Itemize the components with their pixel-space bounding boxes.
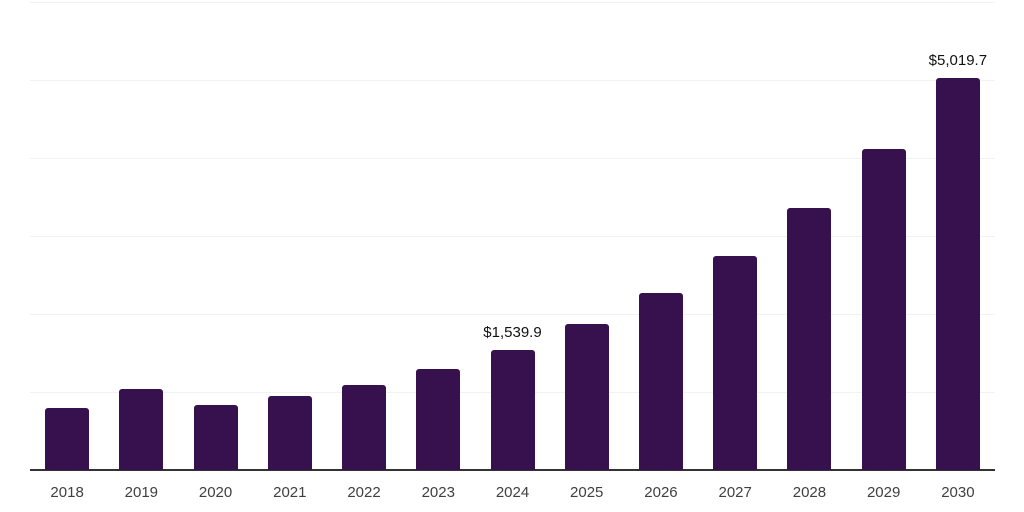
x-tick-2021: 2021	[273, 484, 307, 501]
data-label-2030: $5,019.7	[928, 52, 988, 70]
bar-2029	[861, 148, 906, 470]
data-label-2024: $1,539.9	[483, 323, 542, 341]
bar-2019	[119, 388, 164, 470]
gridline-5000	[30, 80, 995, 81]
x-axis-line	[30, 469, 995, 471]
bar-2018	[45, 408, 90, 470]
x-tick-2027: 2027	[718, 484, 752, 501]
bar-2021	[267, 396, 312, 470]
x-tick-2030: 2030	[941, 484, 975, 501]
x-tick-2028: 2028	[792, 484, 827, 501]
x-tick-2023: 2023	[421, 484, 455, 501]
bar-2025	[564, 323, 609, 470]
x-tick-2018: 2018	[50, 484, 84, 501]
bar-2020	[193, 405, 238, 470]
x-tick-2026: 2026	[644, 484, 678, 501]
gridline-2000	[30, 314, 995, 315]
x-tick-2024: 2024	[495, 484, 530, 501]
x-tick-2019: 2019	[124, 484, 159, 501]
bar-2023	[416, 369, 461, 470]
bar-2028	[787, 207, 832, 470]
bar-2027	[713, 255, 758, 470]
x-tick-2025: 2025	[570, 484, 604, 501]
bar-2030	[935, 78, 980, 470]
bar-2026	[638, 293, 683, 470]
gridline-4000	[30, 158, 995, 159]
bar-2022	[342, 384, 387, 470]
x-tick-2022: 2022	[347, 484, 381, 501]
bar-2024	[490, 349, 535, 470]
x-tick-2020: 2020	[198, 484, 233, 501]
gridline-3000	[30, 236, 995, 237]
gridline-6000	[30, 2, 995, 3]
x-tick-2029: 2029	[866, 484, 901, 501]
